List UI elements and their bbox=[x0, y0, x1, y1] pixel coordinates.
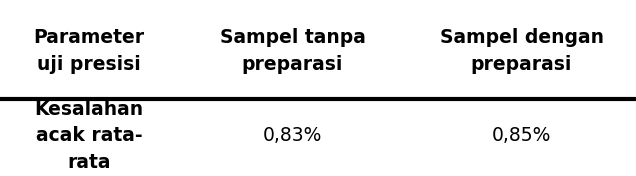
Text: Sampel dengan
preparasi: Sampel dengan preparasi bbox=[439, 28, 604, 74]
Text: 0,85%: 0,85% bbox=[492, 126, 551, 145]
Text: Parameter
uji presisi: Parameter uji presisi bbox=[34, 28, 144, 74]
Text: Sampel tanpa
preparasi: Sampel tanpa preparasi bbox=[219, 28, 366, 74]
Text: Kesalahan
acak rata-
rata: Kesalahan acak rata- rata bbox=[34, 99, 144, 172]
Text: 0,83%: 0,83% bbox=[263, 126, 322, 145]
